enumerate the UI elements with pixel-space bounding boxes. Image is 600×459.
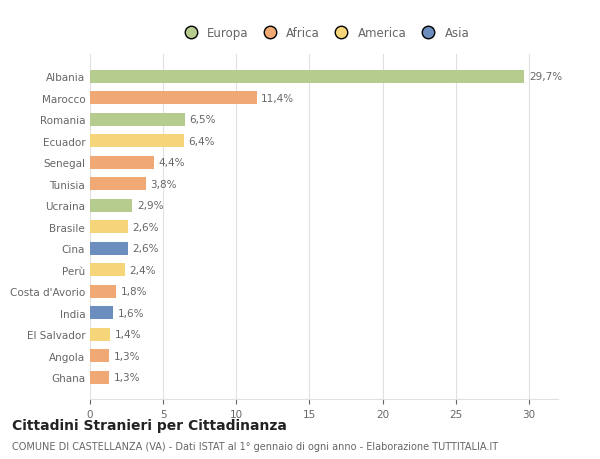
Bar	[90, 135, 184, 148]
Bar	[90, 71, 524, 84]
Bar	[90, 371, 109, 384]
Text: 6,4%: 6,4%	[188, 136, 214, 146]
Text: 4,4%: 4,4%	[159, 158, 185, 168]
Text: 2,6%: 2,6%	[133, 244, 159, 254]
Text: 1,4%: 1,4%	[115, 330, 142, 339]
Text: 2,4%: 2,4%	[130, 265, 156, 275]
Text: 6,5%: 6,5%	[190, 115, 216, 125]
Bar	[90, 263, 125, 276]
Bar	[90, 178, 146, 191]
Bar	[90, 199, 133, 212]
Bar	[90, 92, 257, 105]
Bar	[90, 113, 185, 127]
Text: 2,6%: 2,6%	[133, 222, 159, 232]
Text: 1,3%: 1,3%	[113, 372, 140, 382]
Bar	[90, 307, 113, 319]
Legend: Europa, Africa, America, Asia: Europa, Africa, America, Asia	[176, 25, 472, 42]
Bar	[90, 328, 110, 341]
Text: COMUNE DI CASTELLANZA (VA) - Dati ISTAT al 1° gennaio di ogni anno - Elaborazion: COMUNE DI CASTELLANZA (VA) - Dati ISTAT …	[12, 441, 498, 451]
Text: 1,3%: 1,3%	[113, 351, 140, 361]
Text: 11,4%: 11,4%	[261, 94, 294, 104]
Bar	[90, 349, 109, 362]
Text: 2,9%: 2,9%	[137, 201, 163, 211]
Bar	[90, 285, 116, 298]
Text: 29,7%: 29,7%	[529, 72, 562, 82]
Text: 3,8%: 3,8%	[150, 179, 176, 189]
Text: Cittadini Stranieri per Cittadinanza: Cittadini Stranieri per Cittadinanza	[12, 418, 287, 431]
Bar	[90, 242, 128, 255]
Text: 1,8%: 1,8%	[121, 286, 147, 297]
Bar	[90, 221, 128, 234]
Text: 1,6%: 1,6%	[118, 308, 144, 318]
Bar	[90, 157, 154, 169]
